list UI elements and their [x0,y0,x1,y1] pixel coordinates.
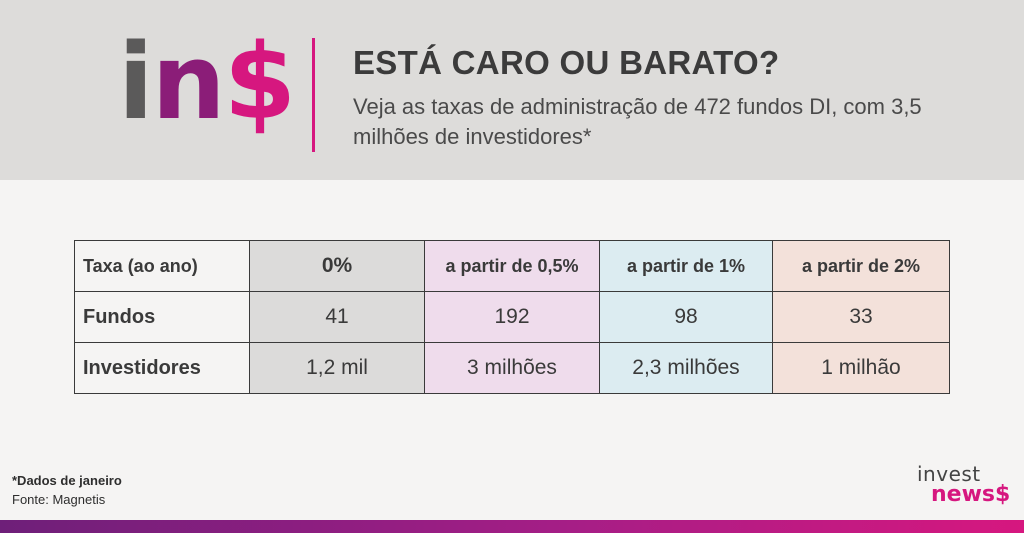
ins-logo: in$ [118,21,296,143]
table-cell: 41 [249,291,425,343]
logo-letter-i: i [118,21,154,143]
footnote: *Dados de janeiro Fonte: Magnetis [12,471,122,509]
brand-invest-text: invest [917,462,981,486]
brand-news-text: news$ [931,482,1011,507]
footnote-data: *Dados de janeiro [12,473,122,488]
page-subtitle: Veja as taxas de administração de 472 fu… [353,94,922,149]
row-label-fundos: Fundos [74,291,250,343]
header-cell-2pct: a partir de 2% [772,240,950,292]
investnews-logo: invest news$ [917,462,1011,512]
logo-letter-n: n [151,21,226,143]
table-cell: 2,3 milhões [599,342,773,394]
table-cell: 3 milhões [424,342,600,394]
table-row: Investidores 1,2 mil 3 milhões 2,3 milhõ… [74,342,950,394]
header-cell-1pct: a partir de 1% [599,240,773,292]
table-cell: 1,2 mil [249,342,425,394]
table-cell: 33 [772,291,950,343]
logo-dollar: $ [223,21,296,143]
header-banner: in$ ESTÁ CARO OU BARATO? Veja as taxas d… [0,0,1024,180]
table-cell: 1 milhão [772,342,950,394]
header-divider [312,38,315,152]
row-label-investidores: Investidores [74,342,250,394]
page-title: ESTÁ CARO OU BARATO? [353,44,780,81]
fees-table: Taxa (ao ano) 0% a partir de 0,5% a part… [74,240,950,394]
footnote-source: Fonte: Magnetis [12,492,106,507]
table-cell: 98 [599,291,773,343]
header-cell-05pct: a partir de 0,5% [424,240,600,292]
table-row: Fundos 41 192 98 33 [74,291,950,343]
table-header-row: Taxa (ao ano) 0% a partir de 0,5% a part… [74,240,950,292]
header-cell-0pct: 0% [249,240,425,292]
table-cell: 192 [424,291,600,343]
header-cell-label: Taxa (ao ano) [74,240,250,292]
bottom-gradient-bar [0,520,1024,533]
